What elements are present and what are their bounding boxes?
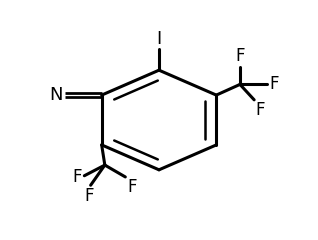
Text: F: F <box>256 102 265 120</box>
Text: F: F <box>73 168 82 186</box>
Text: F: F <box>269 75 279 93</box>
Text: N: N <box>49 86 63 104</box>
Text: I: I <box>156 30 162 48</box>
Text: F: F <box>84 187 94 205</box>
Text: F: F <box>128 178 137 196</box>
Text: F: F <box>235 47 245 65</box>
